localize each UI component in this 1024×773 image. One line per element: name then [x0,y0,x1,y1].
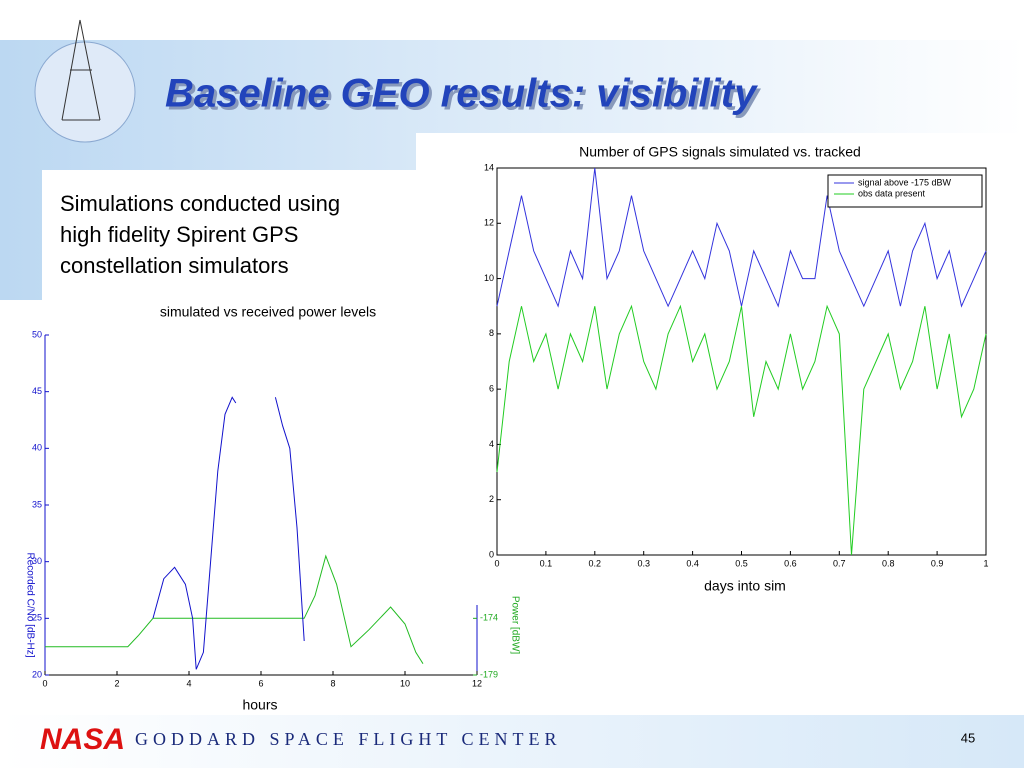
x-tick-label: 6 [258,678,263,688]
body-line: high fidelity Spirent GPS [60,222,298,247]
body-line: constellation simulators [60,253,289,278]
y2-tick-label: -174 [480,613,498,623]
y-tick-label: 40 [32,443,42,453]
x-tick-label: 0.6 [784,558,797,568]
x-tick-label: 0.5 [735,558,748,568]
title-shadow: Baseline GEO results: visibility [168,75,761,119]
series-line [45,554,424,664]
x-tick-label: 0.9 [931,558,944,568]
chart-panel [0,303,530,713]
chart-title: simulated vs received power levels [160,304,376,320]
slide-title: Baseline GEO results: visibility [165,72,758,116]
y-tick-label: 6 [489,384,494,394]
x-tick-label: 0.4 [686,558,699,568]
x-tick-label: 0.2 [589,558,602,568]
y-tick-label: 0 [489,549,494,559]
x-tick-label: 0 [494,558,499,568]
nasa-logo: NASA [40,723,125,756]
y-tick-label: 8 [489,328,494,338]
legend-label: obs data present [858,188,926,198]
x-tick-label: 0 [42,678,47,688]
page-number: 45 [961,730,975,745]
x-tick-label: 10 [400,678,410,688]
y-tick-label: 20 [32,669,42,679]
logo-circle [34,41,136,143]
x-tick-label: 2 [114,678,119,688]
x-tick-label: 0.7 [833,558,846,568]
y-axis-label: Recorded C/No [dB-Hz] [24,552,35,657]
x-tick-label: 0.1 [540,558,553,568]
y-tick-label: 12 [484,218,494,228]
y-tick-label: 50 [32,329,42,339]
y-tick-label: 45 [32,386,42,396]
x-axis-label: hours [242,697,277,713]
legend-box [827,174,983,208]
x-tick-label: 0.8 [882,558,895,568]
y-tick-label: 4 [489,439,494,449]
x-tick-label: 8 [330,678,335,688]
legend-label: signal above -175 dBW [858,177,952,187]
y-tick-label: 2 [489,494,494,504]
footer-band [0,715,1024,768]
text-box [42,170,416,300]
charts: Number of GPS signals simulated vs. trac… [24,144,988,713]
chart-title: Number of GPS signals simulated vs. trac… [579,144,861,160]
y-tick-label: 10 [484,273,494,283]
logo-drawing [61,19,101,121]
y-tick-label: 25 [32,613,42,623]
series-line [496,304,987,556]
y2-axis-label: Power [dBW] [509,596,520,655]
body-line: Simulations conducted using [60,191,340,216]
y2-tick-label: -179 [480,669,498,679]
x-tick-label: 1 [983,558,988,568]
footer-text: GODDARD SPACE FLIGHT CENTER [135,729,562,749]
y-tick-label: 35 [32,499,42,509]
x-axis-label: days into sim [704,578,786,594]
x-tick-label: 4 [186,678,191,688]
series-line [152,396,305,670]
y-tick-label: 14 [484,162,494,172]
x-tick-label: 0.3 [637,558,650,568]
y-tick-label: 30 [32,556,42,566]
x-tick-label: 12 [472,678,482,688]
